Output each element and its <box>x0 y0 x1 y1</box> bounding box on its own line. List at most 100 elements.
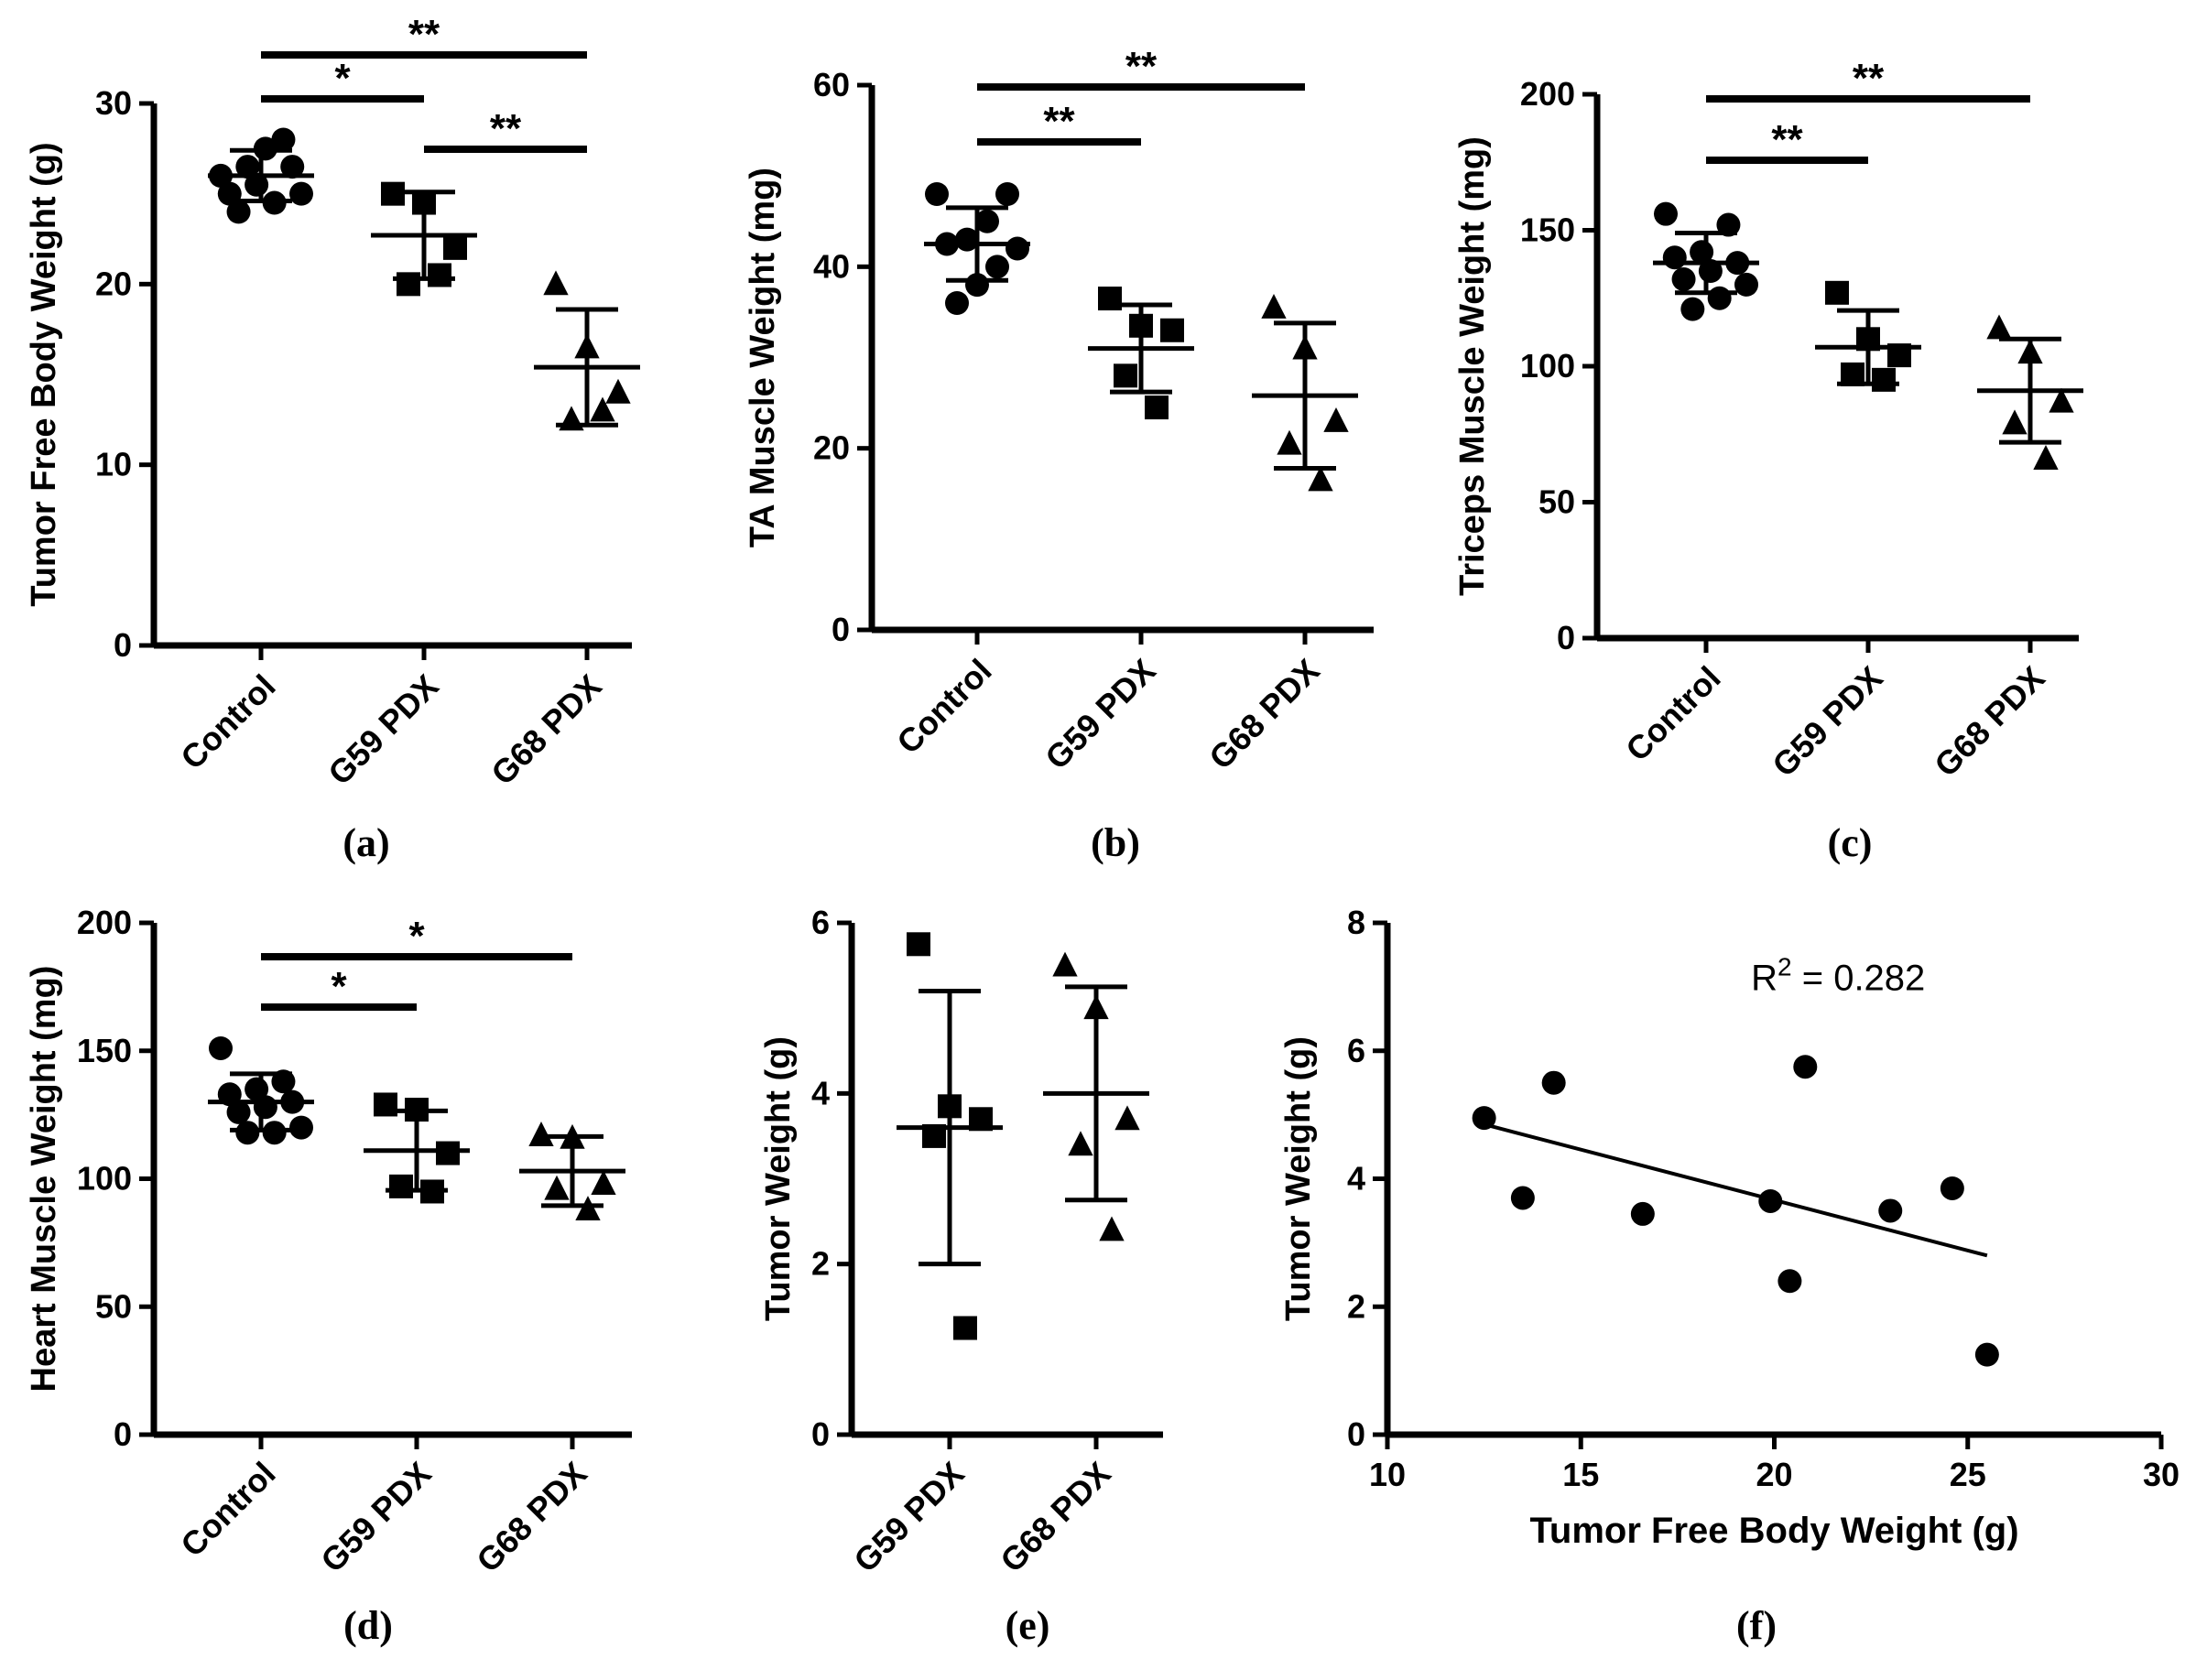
y-axis-label: Tumor Free Body Weight (g) <box>25 142 63 606</box>
data-point <box>1734 272 1758 297</box>
y-tick-label: 6 <box>1347 1032 1365 1069</box>
y-tick-label: 200 <box>77 904 132 941</box>
significance-label: ** <box>490 106 522 151</box>
y-tick-label: 0 <box>114 1415 132 1453</box>
data-point <box>1261 294 1287 319</box>
x-tick-label: Control <box>173 667 282 776</box>
significance-label: * <box>334 56 351 101</box>
x-tick-label: Control <box>173 1455 282 1564</box>
data-point <box>1680 297 1705 321</box>
y-tick-label: 0 <box>1557 619 1575 656</box>
data-point <box>2049 387 2074 413</box>
panel-label: (a) <box>342 820 389 865</box>
x-tick-label: G59 PDX <box>321 667 446 793</box>
x-tick-label: 15 <box>1562 1456 1599 1493</box>
y-tick-label: 50 <box>1538 483 1575 521</box>
data-point <box>1630 1201 1655 1226</box>
significance-label: ** <box>1043 99 1075 144</box>
r-squared-annotation: R2 = 0.282 <box>1751 952 1925 998</box>
y-tick-label: 8 <box>1347 904 1365 941</box>
data-point <box>975 209 999 233</box>
panel-label: (e) <box>1006 1603 1050 1648</box>
data-point <box>1277 429 1302 455</box>
panel-c: 0 50 100 150 200 Triceps Muscle Weight (mg) Co… <box>1453 56 2083 865</box>
data-point <box>2002 409 2027 435</box>
data-point <box>1099 1216 1125 1241</box>
y-tick-label: 0 <box>1347 1415 1365 1453</box>
data-point <box>1940 1176 1964 1200</box>
y-tick-label: 50 <box>95 1287 132 1325</box>
data-point <box>1662 245 1687 270</box>
y-tick-label: 10 <box>95 446 132 483</box>
y-tick-label: 2 <box>1347 1287 1365 1325</box>
data-point <box>1068 1131 1093 1156</box>
x-tick-label: Control <box>1618 659 1727 768</box>
x-tick-label: 10 <box>1369 1456 1406 1493</box>
x-tick-label: G59 PDX <box>1038 652 1163 777</box>
y-tick-label: 150 <box>1520 211 1575 249</box>
data-point <box>953 1316 977 1340</box>
regression-line <box>1484 1122 1988 1258</box>
data-point <box>945 291 969 315</box>
y-tick-label: 150 <box>77 1032 132 1069</box>
significance-label: ** <box>1853 56 1885 101</box>
panel-b: 0 20 40 60 TA Muscle Weight (mg) Control G59 P… <box>744 44 1374 865</box>
panel-label: (d) <box>343 1603 393 1648</box>
x-tick-label: G68 PDX <box>1201 652 1327 777</box>
x-tick-label: 25 <box>1950 1456 1986 1493</box>
r-squared-value: = 0.282 <box>1792 958 1926 998</box>
y-tick-label: 20 <box>95 265 132 302</box>
y-tick-label: 2 <box>811 1245 830 1283</box>
x-tick-label: Control <box>889 652 998 761</box>
x-tick-label: G68 PDX <box>469 1455 594 1580</box>
y-tick-label: 0 <box>832 611 850 648</box>
data-point <box>271 127 296 152</box>
significance-label: ** <box>408 12 440 57</box>
panel-a: 0 10 20 30 Tumor Free Body Weight (g) Control… <box>25 12 640 865</box>
data-point <box>1878 1198 1903 1223</box>
data-point <box>925 182 949 206</box>
data-point <box>1758 1188 1783 1213</box>
x-tick-label: 30 <box>2143 1456 2180 1493</box>
data-point <box>1986 314 2012 340</box>
y-tick-label: 100 <box>1520 347 1575 385</box>
data-point <box>1052 951 1078 977</box>
y-axis-label: Tumor Weight (g) <box>759 1036 798 1321</box>
x-tick-label: G68 PDX <box>1927 659 2052 785</box>
data-point <box>590 396 615 422</box>
data-point <box>1974 1342 1999 1367</box>
data-point <box>235 1121 260 1145</box>
data-point <box>253 1095 277 1120</box>
data-point <box>1872 367 1896 392</box>
panel-d: 0 50 100 150 200 Heart Muscle Weight (mg) Cont… <box>25 904 632 1648</box>
data-point <box>1145 396 1169 420</box>
significance-label: ** <box>1771 117 1803 162</box>
significance-label: ** <box>1125 44 1158 89</box>
data-point <box>1541 1070 1566 1095</box>
y-axis-label: TA Muscle Weight (mg) <box>744 168 782 547</box>
significance-label: * <box>331 964 347 1009</box>
panel-e: 0 2 4 6 Tumor Weight (g) G59 PDX G68 PDX (e) <box>759 904 1163 1648</box>
x-tick-label: G59 PDX <box>313 1455 439 1580</box>
data-point <box>1323 406 1349 432</box>
x-tick-label: G59 PDX <box>846 1455 972 1580</box>
y-tick-label: 200 <box>1520 75 1575 113</box>
data-point <box>2033 445 2059 470</box>
data-point <box>209 1035 233 1060</box>
panel-label: (c) <box>1828 820 1873 865</box>
data-point <box>605 378 631 404</box>
x-tick-label: G59 PDX <box>1765 659 1890 785</box>
y-tick-label: 0 <box>811 1415 830 1453</box>
y-axis-label: Heart Muscle Weight (mg) <box>25 966 63 1393</box>
y-tick-label: 30 <box>95 84 132 122</box>
significance-label: * <box>408 914 425 959</box>
data-point <box>235 155 260 179</box>
data-point <box>985 255 1009 279</box>
y-tick-label: 4 <box>811 1074 830 1111</box>
data-point <box>907 932 930 957</box>
x-tick-label: G68 PDX <box>484 667 609 793</box>
data-point <box>1510 1186 1535 1210</box>
data-point <box>575 1196 601 1220</box>
data-point <box>1671 266 1696 291</box>
